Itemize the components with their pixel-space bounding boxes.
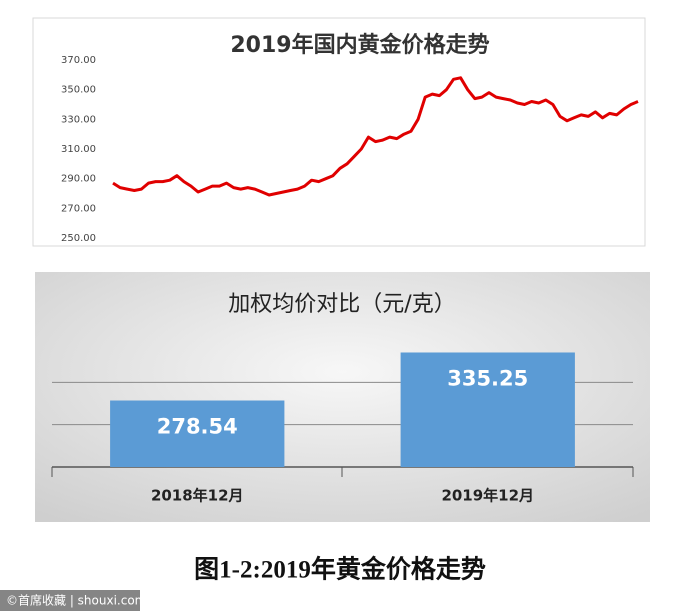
bar xyxy=(110,400,285,467)
y-tick-label: 310.00 xyxy=(61,144,96,155)
bar xyxy=(400,352,575,467)
y-tick-label: 270.00 xyxy=(61,203,96,214)
chart-frame xyxy=(32,17,646,247)
chart-title: 2019年国内黄金价格走势 xyxy=(230,32,489,58)
watermark-bg xyxy=(0,590,140,611)
y-tick-label: 370.00 xyxy=(61,55,96,66)
price-line xyxy=(112,76,639,197)
chart-title: 加权均价对比（元/克） xyxy=(228,292,455,317)
bar-value-label: 278.54 xyxy=(157,415,238,439)
y-tick-label: 350.00 xyxy=(61,85,96,96)
bar-value-label: 335.25 xyxy=(447,366,528,390)
y-tick-label: 250.00 xyxy=(61,233,96,244)
x-tick-label: 2018年12月 xyxy=(151,487,244,505)
y-tick-label: 330.00 xyxy=(61,114,96,125)
x-tick-label: 2019年12月 xyxy=(441,487,534,505)
y-tick-label: 290.00 xyxy=(61,174,96,185)
caption: 图1-2:2019年黄金价格走势 xyxy=(194,555,486,584)
watermark: ©首席收藏 | shouxi.com xyxy=(6,593,146,608)
